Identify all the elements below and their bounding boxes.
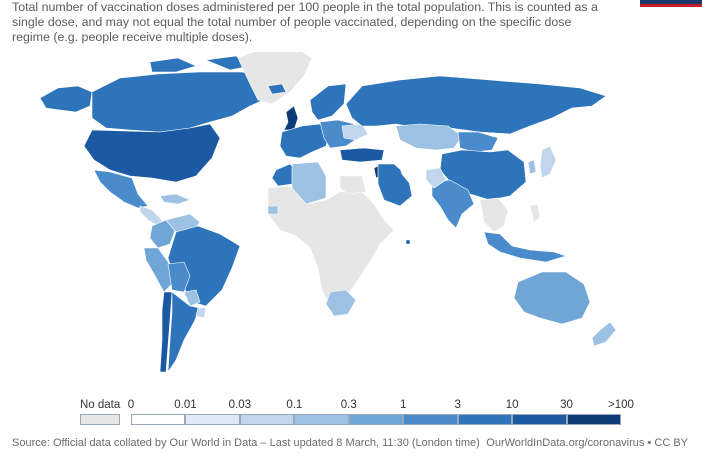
legend-tick-label: 0.3 bbox=[340, 399, 357, 411]
country-japan[interactable] bbox=[539, 145, 557, 179]
chart-subtitle: Total number of vaccination doses admini… bbox=[12, 0, 598, 44]
legend-bin-0[interactable] bbox=[131, 414, 186, 425]
legend-tick-label: 1 bbox=[400, 399, 407, 411]
country-greenland[interactable] bbox=[237, 52, 313, 105]
country-southeast-asia[interactable] bbox=[479, 197, 509, 233]
legend-bin-5[interactable] bbox=[403, 414, 458, 425]
country-egypt[interactable] bbox=[339, 175, 367, 195]
country-kazakhstan[interactable] bbox=[395, 123, 463, 151]
country-africa[interactable] bbox=[267, 185, 395, 307]
no-data-label: No data bbox=[80, 399, 121, 411]
country-caribbean[interactable] bbox=[159, 193, 191, 205]
legend-bin-2[interactable] bbox=[239, 414, 295, 425]
country-uruguay[interactable] bbox=[195, 307, 207, 319]
legend-bin-3[interactable] bbox=[294, 414, 349, 425]
no-data-swatch[interactable] bbox=[80, 414, 120, 425]
legend-tick-label: >100 bbox=[608, 399, 634, 411]
country-new-zealand[interactable] bbox=[591, 321, 617, 347]
credit-link[interactable]: OurWorldInData.org/coronavirus • CC BY bbox=[486, 437, 688, 449]
country-bolivia[interactable] bbox=[167, 261, 191, 293]
legend-bin-4[interactable] bbox=[348, 414, 404, 425]
country-korea[interactable] bbox=[527, 159, 537, 175]
country-australia[interactable] bbox=[513, 271, 591, 325]
legend-bin-1[interactable] bbox=[185, 414, 240, 425]
country-indonesia[interactable] bbox=[483, 231, 567, 263]
country-ukraine[interactable] bbox=[341, 123, 369, 141]
source-note: Source: Official data collated by Our Wo… bbox=[12, 437, 480, 449]
legend-tick-label: 0.03 bbox=[228, 399, 252, 411]
country-paraguay[interactable] bbox=[183, 289, 201, 307]
country-mongolia[interactable] bbox=[457, 131, 499, 153]
country-pakistan[interactable] bbox=[425, 167, 447, 189]
country-senegal[interactable] bbox=[267, 205, 279, 215]
country-iceland[interactable] bbox=[267, 83, 287, 95]
legend-tick-label: 10 bbox=[505, 399, 519, 411]
country-seychelles[interactable] bbox=[405, 239, 411, 245]
country-turkey[interactable] bbox=[339, 147, 385, 163]
country-chile[interactable] bbox=[159, 291, 173, 373]
color-legend: No data 0 0.01 0.03 0.1 0.3 1 3 10 30 >100 bbox=[0, 393, 702, 427]
legend-bin-8[interactable] bbox=[566, 414, 621, 425]
legend-tick-label: 0.1 bbox=[286, 399, 303, 411]
country-russia[interactable] bbox=[345, 75, 607, 135]
legend-tick-label: 0.01 bbox=[174, 399, 197, 411]
legend-tick-label: 0 bbox=[127, 399, 135, 411]
country-scandinavia[interactable] bbox=[309, 83, 347, 121]
country-united-states[interactable] bbox=[83, 123, 221, 183]
legend-tick-label: 30 bbox=[560, 399, 573, 411]
legend-bin-6[interactable] bbox=[457, 414, 513, 425]
world-map[interactable] bbox=[0, 52, 702, 387]
country-argentina[interactable] bbox=[167, 291, 201, 373]
legend-bin-7[interactable] bbox=[512, 414, 567, 425]
country-western-europe[interactable] bbox=[279, 123, 331, 159]
country-south-africa[interactable] bbox=[325, 289, 357, 317]
legend-tick-label: 3 bbox=[454, 399, 461, 411]
country-alaska[interactable] bbox=[39, 85, 93, 113]
country-philippines[interactable] bbox=[529, 203, 541, 223]
country-peru[interactable] bbox=[143, 247, 175, 293]
country-india[interactable] bbox=[431, 179, 475, 229]
owid-logo[interactable] bbox=[640, 0, 702, 7]
country-united-kingdom[interactable] bbox=[283, 105, 299, 131]
